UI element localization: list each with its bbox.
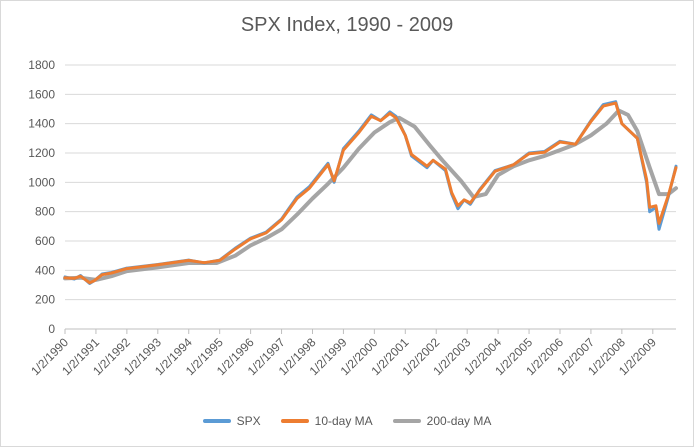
y-tick-label: 1800 xyxy=(28,58,55,72)
chart-title: SPX Index, 1990 - 2009 xyxy=(240,14,454,36)
y-tick-label: 1000 xyxy=(28,175,55,189)
y-tick-label: 400 xyxy=(35,263,55,277)
legend-item-spx: SPX xyxy=(202,414,261,428)
legend-label-200day: 200-day MA xyxy=(426,414,492,428)
legend-swatch-10day xyxy=(280,419,309,423)
y-tick-label: 600 xyxy=(35,234,55,248)
y-tick-label: 0 xyxy=(48,322,55,336)
legend-item-200day: 200-day MA xyxy=(392,414,492,428)
legend-label-spx: SPX xyxy=(236,414,261,428)
y-tick-label: 200 xyxy=(35,293,55,307)
legend-swatch-spx xyxy=(202,419,231,423)
legend-label-10day: 10-day MA xyxy=(314,414,373,428)
y-tick-label: 800 xyxy=(35,205,55,219)
y-tick-label: 1400 xyxy=(28,117,55,131)
series-line-10-day-ma xyxy=(63,101,678,285)
series-line-200-day-ma xyxy=(63,108,678,282)
legend-item-10day: 10-day MA xyxy=(280,414,373,428)
legend-swatch-200day xyxy=(392,419,421,423)
y-tick-label: 1600 xyxy=(28,87,55,101)
y-tick-label: 1200 xyxy=(28,146,55,160)
chart-legend: SPX 10-day MA 200-day MA xyxy=(0,414,694,428)
